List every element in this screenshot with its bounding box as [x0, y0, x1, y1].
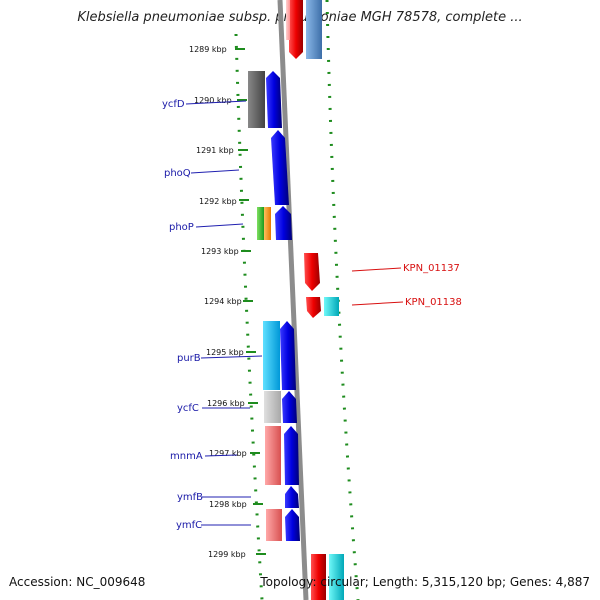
gene-arrow[interactable]	[284, 426, 299, 485]
ruler-label: 1296 kbp	[207, 399, 245, 408]
gene-label-ycfD[interactable]: ycfD	[162, 99, 185, 110]
ruler-label: 1299 kbp	[208, 550, 246, 559]
right-gene-labels: KPN_01137 KPN_01138	[403, 263, 462, 308]
ruler-labels: 1289 kbp 1290 kbp 1291 kbp 1292 kbp 1293…	[189, 45, 247, 559]
gene-label-ymfB[interactable]: ymfB	[177, 492, 203, 503]
gene-label-kpn-01138[interactable]: KPN_01138	[405, 297, 462, 308]
topology-text: Topology: circular; Length: 5,315,120 bp…	[260, 575, 590, 589]
gene-arrow[interactable]	[271, 130, 289, 205]
ruler-label: 1297 kbp	[209, 449, 247, 458]
gene-arrow[interactable]	[282, 391, 297, 423]
genome-backbone	[277, 0, 309, 600]
ruler-label: 1290 kbp	[194, 96, 232, 105]
ruler-label: 1289 kbp	[189, 45, 227, 54]
gene-block[interactable]	[329, 554, 344, 600]
ruler-label: 1291 kbp	[196, 146, 234, 155]
ruler-label: 1298 kbp	[209, 500, 247, 509]
gene-block[interactable]	[248, 71, 265, 128]
gene-label-ymfC[interactable]: ymfC	[176, 520, 202, 531]
gene-block[interactable]	[264, 391, 281, 423]
ruler-label: 1292 kbp	[199, 197, 237, 206]
gene-label-kpn-01137[interactable]: KPN_01137	[403, 263, 460, 274]
gene-label-purB[interactable]: purB	[177, 353, 201, 364]
gene-block[interactable]	[263, 321, 280, 390]
gene-arrow[interactable]	[280, 321, 296, 390]
gene-block[interactable]	[265, 426, 281, 485]
kbp-ticks	[235, 48, 266, 555]
gene-block[interactable]	[306, 0, 322, 59]
gene-block[interactable]	[257, 207, 264, 240]
gene-block[interactable]	[324, 297, 339, 316]
gene-arrow[interactable]	[266, 71, 282, 128]
right-leader-lines	[351, 267, 404, 306]
ruler-label: 1295 kbp	[206, 348, 244, 357]
gene-arrow[interactable]	[304, 253, 320, 291]
left-leader-lines	[185, 100, 263, 526]
gene-block[interactable]	[311, 554, 326, 600]
gene-arrow[interactable]	[285, 486, 299, 508]
accession-text: Accession: NC_009648	[9, 575, 146, 589]
gene-block[interactable]	[286, 0, 290, 40]
ruler-label: 1294 kbp	[204, 297, 242, 306]
gene-label-phoP[interactable]: phoP	[169, 222, 194, 233]
gene-block[interactable]	[266, 509, 282, 541]
gene-label-mnmA[interactable]: mnmA	[170, 451, 203, 462]
gene-arrow[interactable]	[285, 509, 300, 541]
ruler-label: 1293 kbp	[201, 247, 239, 256]
gene-arrow[interactable]	[306, 297, 321, 318]
gene-arrow[interactable]	[275, 206, 292, 240]
gene-label-phoQ[interactable]: phoQ	[164, 168, 191, 179]
gene-label-ycfC[interactable]: ycfC	[177, 403, 199, 414]
gene-block[interactable]	[264, 207, 271, 240]
gene-arrow[interactable]	[289, 0, 303, 59]
left-gene-labels: ycfD phoQ phoP purB ycfC mnmA ymfB ymfC	[162, 99, 203, 531]
